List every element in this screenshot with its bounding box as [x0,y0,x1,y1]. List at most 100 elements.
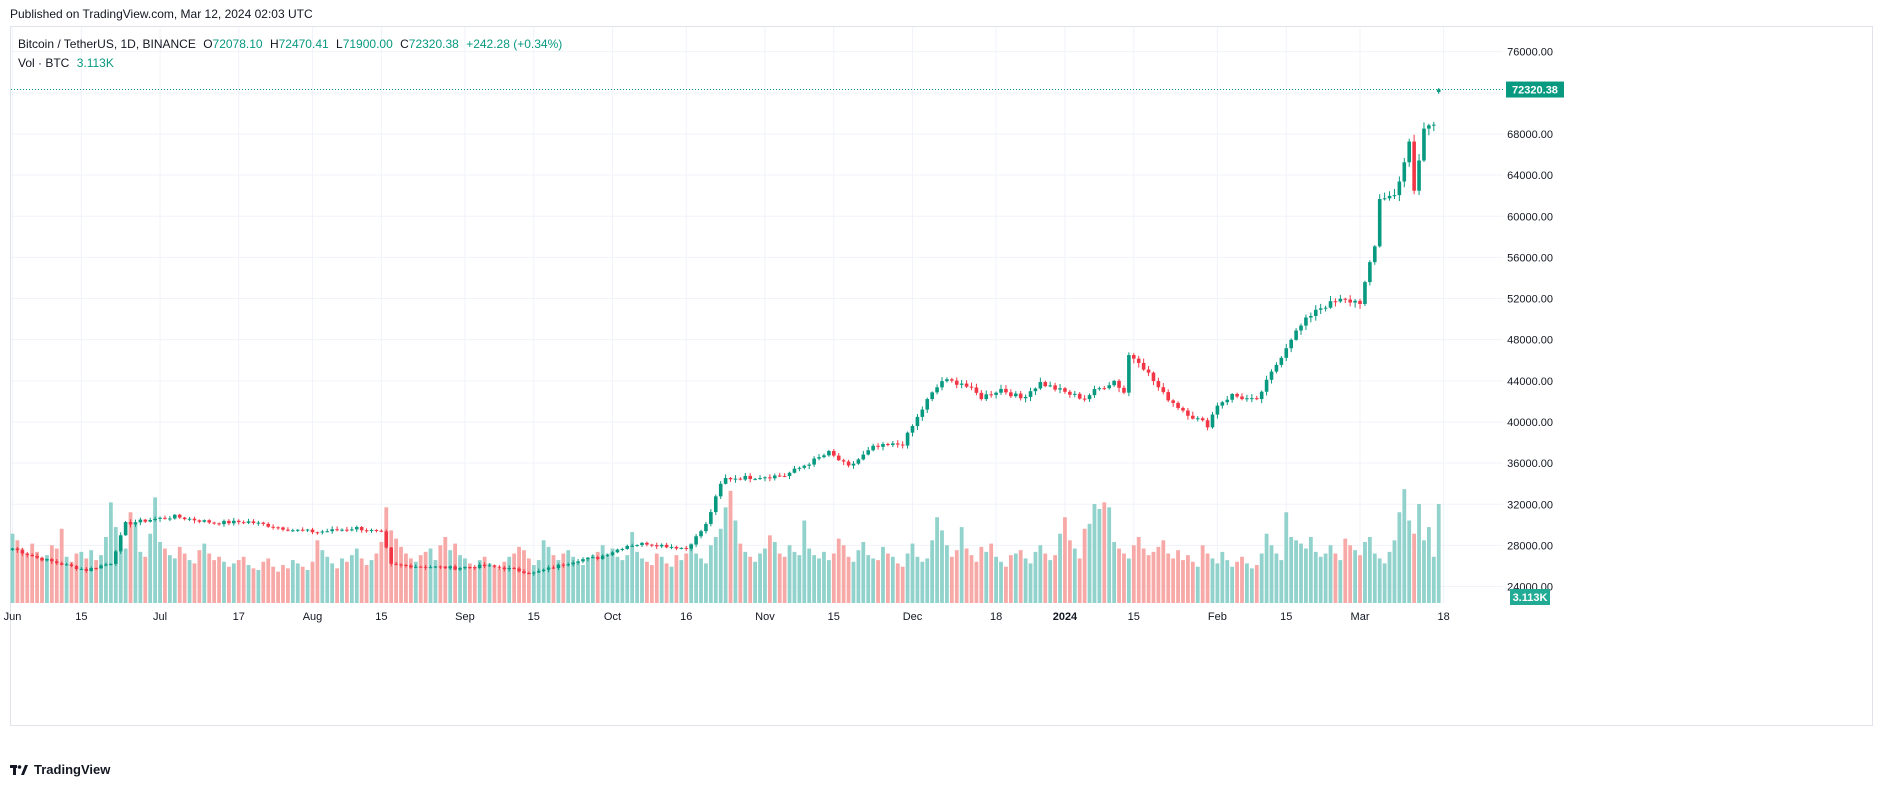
volume-bar [674,555,679,603]
candle-body [1313,309,1318,316]
volume-bar [1126,558,1131,603]
published-note: Published on TradingView.com, Mar 12, 20… [10,7,313,21]
candle-body [492,565,497,567]
candle-body [718,483,723,497]
volume-bar [836,538,841,603]
volume-bar [959,527,964,603]
candle-body [1225,399,1230,403]
candle-body [1181,407,1185,411]
candle-body [69,564,74,566]
volume-bar [718,528,723,603]
volume-bar [472,566,477,603]
volume-bar [1058,533,1062,603]
candle-body [1338,298,1343,302]
volume-bar [1294,540,1298,603]
volume-bar [256,570,261,603]
volume-bar [236,560,241,603]
volume-bar [143,556,148,603]
candle-body [772,475,777,479]
candle-body [1259,391,1264,400]
volume-bar [1122,553,1126,603]
footer-branding: TradingView [10,762,110,777]
grid-lines [11,27,1503,603]
candle-body [551,567,556,569]
volume-bar [1382,563,1387,603]
candle-body [1151,372,1156,382]
candle-body [959,383,964,385]
candle-body [197,520,202,522]
candle-body [379,530,384,532]
candle-body [399,564,403,566]
candle-body [404,564,408,566]
volume-bar [177,546,182,603]
candle-body [871,445,875,451]
volume-bar [286,568,290,603]
volume-bar [482,556,487,603]
candle-body [266,523,271,527]
candle-body [1141,362,1146,370]
volume-bar [315,540,320,603]
candle-body [728,477,733,480]
tradingview-logo-icon [10,764,28,776]
volume-bar [64,556,69,603]
volume-bar [123,548,128,603]
volume-bar [999,561,1003,603]
candle-body [133,522,138,525]
candle-body [168,518,172,520]
candle-body [822,455,826,458]
volume-bar [1215,563,1220,603]
volume-bar [1422,540,1426,603]
candle-body [1082,398,1087,400]
candle-body [684,547,689,549]
volume-bar [94,560,99,603]
volume-bar [1018,550,1023,603]
candle-body [291,530,295,532]
candle-body [1294,330,1298,340]
volume-bar [69,561,74,603]
volume-bar [217,556,221,603]
candle-body [187,518,192,520]
volume-bar [1112,541,1117,603]
candle-body [1304,317,1308,326]
volume-bar [1220,551,1225,603]
volume-bar [1107,507,1112,603]
candle-body [645,542,649,545]
volume-bar [792,551,797,603]
candle-body [851,463,856,466]
volume-bar [566,550,571,603]
candle-body [1195,418,1200,420]
volume-bar [182,553,187,603]
candle-body [1368,262,1372,283]
volume-bar [561,553,566,603]
candle-body [881,444,885,447]
candle-body [989,394,993,396]
volume-bar [222,561,226,603]
candle-body [1004,388,1008,393]
candle-body [246,521,251,523]
x-tick-label: 15 [75,611,87,623]
candle-body [50,559,54,562]
candle-body [1328,301,1333,308]
candle-body [389,547,393,564]
volume-bar [187,560,192,603]
volume-bar [812,555,817,603]
x-tick-label: 15 [1128,611,1140,623]
legend-volume-row: Vol · BTC 3.113K [18,54,566,73]
candle-body [182,517,187,520]
candle-body [1200,418,1205,421]
candle-body [1343,298,1348,300]
volume-bar [1348,545,1353,603]
candle-body [497,566,502,568]
y-tick-label: 32000.00 [1507,499,1553,511]
candle-body [635,545,639,547]
candle-body [89,568,93,571]
volume-bar [654,553,659,603]
candle-body [1018,393,1023,399]
candle-body [109,563,113,565]
candle-body [1250,398,1254,400]
volume-bar [1072,548,1077,603]
candle-body [25,553,30,555]
candle-body [797,467,802,469]
candle-body [1309,315,1313,318]
